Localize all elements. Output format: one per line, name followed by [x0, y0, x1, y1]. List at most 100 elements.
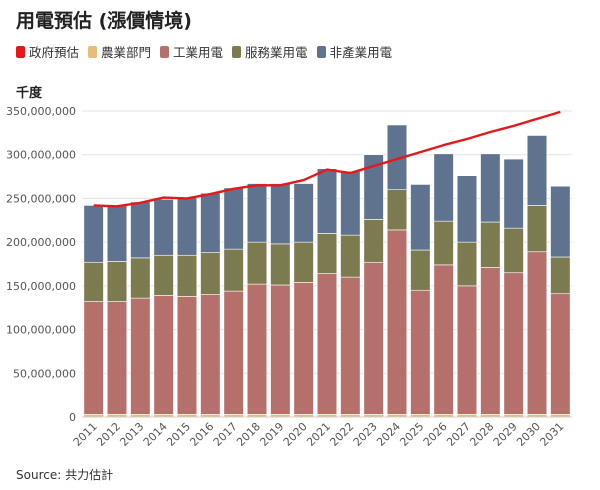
bar-segment-services [316, 233, 338, 274]
bar-segment-industrial [153, 295, 174, 415]
bar-segment-industrial [223, 290, 244, 415]
x-tick-label: 2017 [211, 420, 240, 449]
bar-segment-services [386, 189, 408, 231]
x-tick-label: 2014 [141, 420, 170, 449]
legend-label-services: 服務業用電 [245, 45, 308, 60]
bar-segment-industrial [176, 296, 198, 415]
y-tick-label: 100,000,000 [6, 324, 76, 337]
bar-segment-services [130, 257, 151, 299]
bar-segment-industrial [200, 294, 221, 415]
bar-segment-residential [153, 199, 174, 256]
bar-segment-residential [503, 158, 524, 229]
bar-segment-industrial [106, 301, 128, 415]
bar-segment-residential [106, 205, 128, 262]
bar-segment-residential [410, 184, 431, 251]
bar-segment-residential [456, 175, 478, 243]
bar-segment-services [503, 227, 524, 274]
y-tick-label: 350,000,000 [6, 105, 76, 118]
x-tick-label: 2028 [467, 420, 496, 449]
bar-segment-industrial [130, 297, 151, 415]
bar-segment-residential [526, 135, 548, 206]
bar-segment-industrial [293, 282, 314, 415]
bar-segment-industrial [363, 261, 384, 415]
bar-segment-services [270, 243, 291, 286]
x-tick-label: 2020 [281, 420, 310, 449]
bar-segment-services [433, 220, 454, 266]
bar-segment-industrial [480, 267, 501, 415]
y-tick-label: 250,000,000 [6, 192, 76, 205]
bar-segment-industrial [270, 284, 291, 415]
x-tick-label: 2018 [234, 420, 263, 449]
bar-segment-residential [293, 183, 314, 243]
bar-segment-residential [270, 183, 291, 245]
bar-segment-services [363, 219, 384, 263]
bar-segment-services [83, 261, 104, 302]
legend-label-agriculture: 農業部門 [101, 45, 152, 60]
legend-swatch-residential [316, 45, 326, 58]
bar-segment-industrial [410, 289, 431, 415]
bar-segment-residential [83, 205, 104, 263]
legend-label-residential: 非產業用電 [329, 45, 393, 60]
bar-segment-residential [316, 168, 338, 234]
legend-label-forecast: 政府預估 [29, 45, 80, 60]
x-tick-label: 2023 [351, 420, 380, 449]
bar-segment-industrial [386, 229, 408, 415]
bar-segment-services [176, 254, 198, 297]
legend-item-agriculture: 農業部門 [88, 42, 151, 61]
x-tick-label: 2027 [444, 420, 473, 449]
x-tick-label: 2029 [491, 420, 520, 449]
legend-swatch-services [232, 45, 242, 58]
x-tick-label: 2012 [94, 420, 123, 449]
x-tick-label: 2024 [374, 420, 403, 449]
bar-segment-industrial [456, 285, 478, 415]
x-tick-label: 2030 [514, 420, 543, 449]
bar-segment-services [293, 241, 314, 283]
legend-item-forecast: 政府預估 [16, 42, 79, 61]
source-note: Source: 共力估計 [16, 468, 114, 482]
x-tick-label: 2013 [117, 420, 146, 449]
x-tick-label: 2011 [71, 420, 100, 449]
bar-segment-industrial [316, 273, 338, 415]
bar-segment-services [153, 254, 174, 296]
legend-swatch-forecast [16, 45, 25, 58]
bar-segment-residential [223, 187, 244, 250]
x-tick-label: 2016 [187, 420, 216, 449]
bar-segment-services [223, 248, 244, 292]
y-tick-label: 0 [69, 411, 76, 424]
legend-label-industrial: 工業用電 [173, 45, 224, 60]
bar-segment-residential [130, 201, 151, 259]
x-tick-label: 2026 [421, 420, 450, 449]
bar-segment-residential [363, 154, 384, 220]
bar-segment-industrial [340, 276, 361, 415]
bar-segment-industrial [433, 264, 454, 415]
x-tick-label: 2022 [327, 420, 356, 449]
bar-segment-services [526, 205, 548, 253]
x-tick-label: 2015 [164, 420, 193, 449]
legend-item-residential: 非產業用電 [316, 42, 393, 61]
legend-swatch-agriculture [88, 45, 98, 58]
y-axis-unit-label: 千度 [16, 86, 43, 101]
legend-item-services: 服務業用電 [232, 42, 308, 61]
legend-item-industrial: 工業用電 [160, 42, 223, 61]
y-tick-label: 200,000,000 [6, 236, 76, 249]
bar-segment-services [106, 261, 128, 302]
bar-segment-industrial [526, 251, 548, 415]
bar-segment-services [200, 252, 221, 295]
y-tick-label: 300,000,000 [6, 149, 76, 162]
chart-title: 用電預估 (漲價情境) [16, 10, 192, 32]
bar-segment-industrial [503, 272, 524, 415]
bar-segment-residential [480, 153, 501, 223]
bar-segment-services [246, 241, 268, 285]
bar-segment-residential [200, 192, 221, 253]
x-tick-label: 2021 [304, 420, 333, 449]
bar-segment-services [480, 221, 501, 268]
forecast-line [93, 110, 561, 208]
bar-segment-residential [433, 153, 454, 222]
bar-segment-residential [176, 197, 198, 256]
bar-segment-services [410, 249, 431, 291]
bar-segment-industrial [550, 293, 571, 415]
bar-segment-residential [550, 185, 571, 258]
x-tick-label: 2025 [397, 420, 426, 449]
